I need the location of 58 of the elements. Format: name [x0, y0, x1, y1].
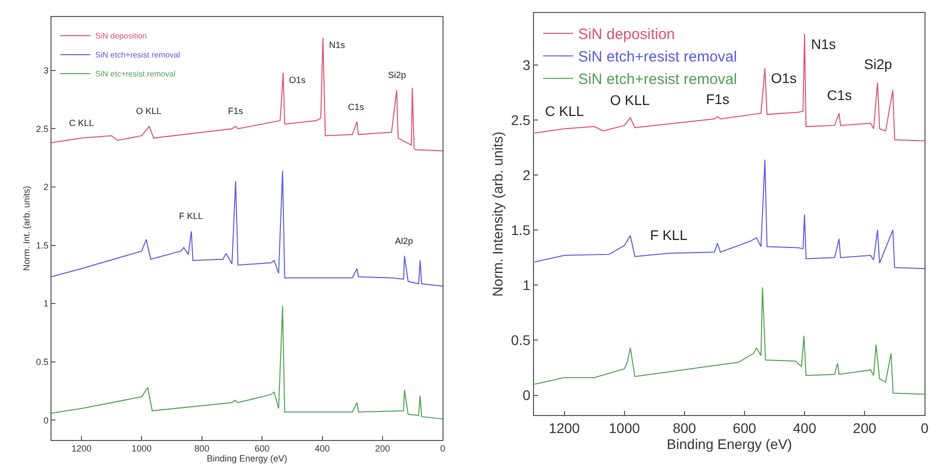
annotation: C1s: [348, 102, 365, 112]
x-tick-label: 1000: [132, 444, 152, 454]
annotation: Al2p: [395, 236, 414, 246]
x-tick-label: 200: [852, 420, 876, 436]
line-series: [51, 170, 443, 287]
y-tick-label: 0.5: [510, 332, 531, 348]
x-tick-label: 800: [194, 444, 210, 454]
x-tick-label: 1200: [548, 420, 580, 436]
legend-label: SiN deposition: [95, 32, 147, 41]
annotation: N1s: [811, 36, 836, 52]
annotation: Si2p: [864, 56, 892, 72]
x-tick-label: 400: [792, 420, 816, 436]
annotation: F KLL: [179, 211, 204, 221]
line-series: [534, 286, 925, 395]
y-tick-label: 1: [522, 277, 531, 294]
x-tick-label: 800: [672, 420, 696, 436]
x-axis-title: Binding Energy (eV): [206, 454, 288, 464]
annotation: F KLL: [650, 227, 688, 243]
annotation: O KLL: [610, 92, 650, 108]
annotation: Si2p: [388, 70, 406, 80]
annotation: O1s: [771, 70, 797, 86]
y-tick-label: 1.5: [36, 240, 49, 250]
annotation: C KLL: [545, 103, 584, 119]
y-tick-label: 2.5: [36, 124, 49, 134]
x-tick-label: 200: [374, 444, 390, 454]
x-tick-label: 600: [254, 444, 270, 454]
x-tick-label: 0: [920, 420, 929, 436]
y-axis-title: Norm. Int. (arb. units): [21, 186, 32, 271]
legend-label: SiN etch+resist removal: [578, 48, 737, 66]
x-tick-label: 1000: [608, 420, 640, 436]
y-tick-label: 1.5: [510, 222, 531, 238]
y-tick-label: 2.5: [510, 112, 531, 128]
y-tick-label: 0: [522, 387, 531, 404]
annotation: F1s: [706, 91, 730, 107]
y-tick-label: 0.5: [36, 356, 49, 367]
x-tick-label: 600: [732, 420, 756, 436]
x-axis-title: Binding Energy (eV): [666, 436, 792, 452]
legend-label: SiN deposition: [578, 26, 675, 44]
annotation: F1s: [228, 106, 244, 116]
annotation: O KLL: [136, 106, 162, 116]
line-series: [534, 159, 925, 270]
y-tick-label: 2: [522, 166, 531, 183]
line-series: [51, 305, 443, 420]
x-tick-label: 0: [440, 444, 446, 454]
legend-label: SiN etc+resist removal: [95, 70, 176, 79]
y-tick-label: 1: [44, 298, 49, 309]
annotation: C1s: [827, 87, 852, 103]
annotation: C KLL: [69, 118, 94, 128]
y-axis-title: Norm. Intensity (arb. units): [490, 132, 506, 297]
annotation: O1s: [289, 75, 306, 85]
legend-label: SiN etch+resist removal: [578, 71, 737, 88]
y-tick-label: 2: [44, 182, 49, 192]
legend-label: SiN etch+resist removal: [95, 50, 180, 60]
x-tick-label: 1200: [71, 444, 92, 454]
annotation: N1s: [329, 40, 346, 50]
y-tick-label: 3: [522, 56, 531, 73]
y-tick-label: 3: [44, 66, 49, 76]
x-tick-label: 400: [314, 444, 330, 454]
